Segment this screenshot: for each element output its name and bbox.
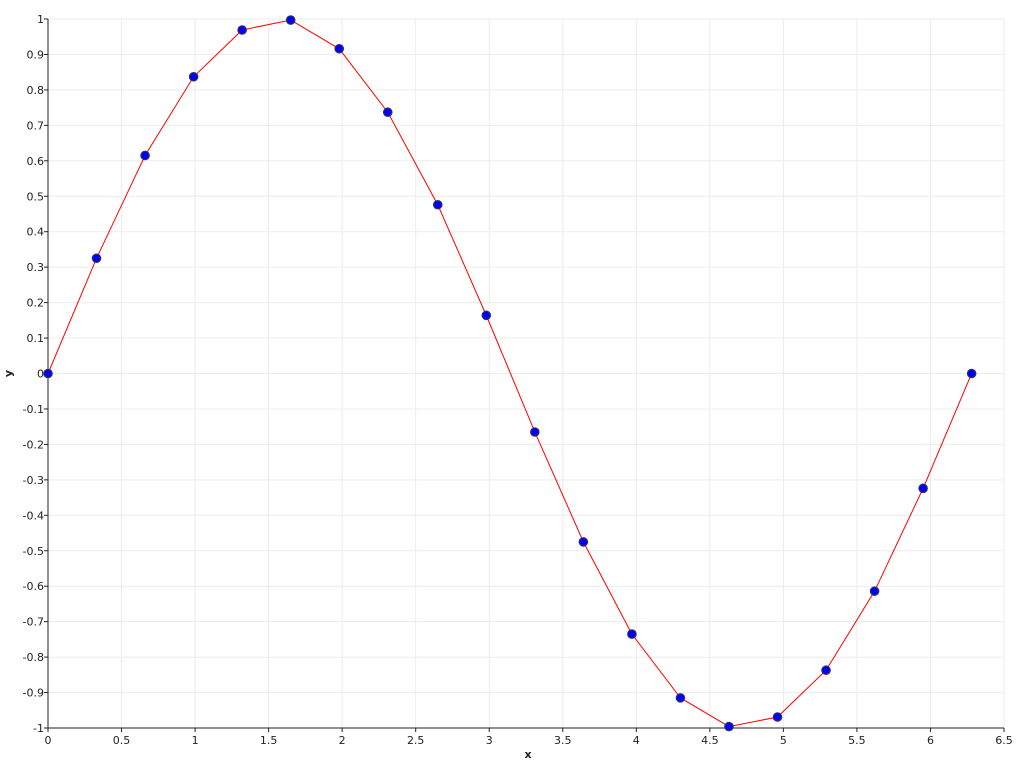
series-line — [47, 19, 973, 728]
x-tick-label: 6.5 — [995, 734, 1013, 747]
data-point-marker — [772, 712, 783, 722]
data-point-marker — [43, 368, 53, 379]
y-tick-label: -0.1 — [23, 403, 44, 416]
x-axis-title: x — [524, 748, 531, 761]
y-tick-label: 0.8 — [27, 84, 45, 97]
y-axis-title: y — [2, 370, 15, 377]
x-tick-label: 0.5 — [113, 734, 131, 747]
y-tick-label: -0.5 — [23, 545, 44, 558]
y-axis-ticks: -1 -0.9 -0.8 -0.7 -0.6 -0.5 -0.4 -0.3 -0.2 -0.1 0 0… — [23, 13, 48, 735]
x-tick-label: 2.5 — [407, 734, 425, 747]
y-tick-label: 0.3 — [27, 261, 45, 274]
y-tick-label: 0.1 — [27, 332, 45, 345]
x-tick-label: 3 — [486, 734, 493, 747]
x-axis-ticks: 0 0.5 1 1.5 2 2.5 3 3.5 4 4.5 5 5.5 6 6.5 — [45, 728, 1013, 747]
x-tick-label: 1.5 — [260, 734, 278, 747]
data-point-marker — [966, 368, 977, 379]
y-tick-label: 0.9 — [27, 48, 45, 61]
y-tick-label: -0.4 — [23, 509, 44, 522]
x-tick-label: 5.5 — [848, 734, 866, 747]
y-tick-label: 0.7 — [27, 119, 45, 132]
x-tick-label: 4 — [633, 734, 640, 747]
data-point-marker — [675, 693, 686, 703]
x-tick-label: 2 — [339, 734, 346, 747]
x-tick-label: 0 — [45, 734, 52, 747]
data-point-marker — [285, 15, 296, 25]
data-point-marker — [530, 427, 540, 437]
y-tick-label: -0.3 — [23, 474, 44, 487]
data-point-marker — [724, 721, 734, 732]
y-tick-label: 0.4 — [27, 226, 45, 239]
y-tick-label: -0.2 — [23, 438, 44, 451]
data-point-marker — [140, 150, 150, 161]
data-point-marker — [481, 310, 492, 321]
y-tick-label: 0.2 — [27, 297, 45, 310]
series-markers — [43, 15, 977, 732]
x-tick-label: 6 — [927, 734, 934, 747]
y-tick-label: -1 — [33, 722, 44, 735]
data-point-marker — [334, 43, 345, 54]
x-tick-label: 1 — [192, 734, 199, 747]
y-tick-label: 0 — [37, 368, 44, 381]
y-tick-label: 0.5 — [27, 190, 45, 203]
data-point-marker — [869, 586, 880, 596]
data-point-marker — [382, 107, 393, 118]
x-tick-label: 3.5 — [554, 734, 572, 747]
y-tick-label: -0.6 — [23, 580, 44, 593]
grid — [47, 18, 1005, 729]
x-tick-label: 4.5 — [701, 734, 719, 747]
data-point-marker — [91, 253, 102, 264]
data-point-marker — [821, 665, 831, 676]
data-point-marker — [627, 629, 637, 639]
y-tick-label: 0.6 — [27, 155, 45, 168]
series-line-path — [47, 19, 973, 728]
data-point-marker — [237, 25, 247, 35]
data-point-marker — [578, 537, 589, 547]
y-tick-label: 1 — [37, 13, 44, 26]
y-tick-label: -0.9 — [23, 687, 44, 700]
data-point-marker — [188, 71, 199, 82]
data-point-marker — [432, 199, 443, 210]
y-tick-label: -0.7 — [23, 616, 44, 629]
x-tick-label: 5 — [780, 734, 787, 747]
y-tick-label: -0.8 — [23, 651, 44, 664]
data-point-marker — [918, 483, 928, 494]
